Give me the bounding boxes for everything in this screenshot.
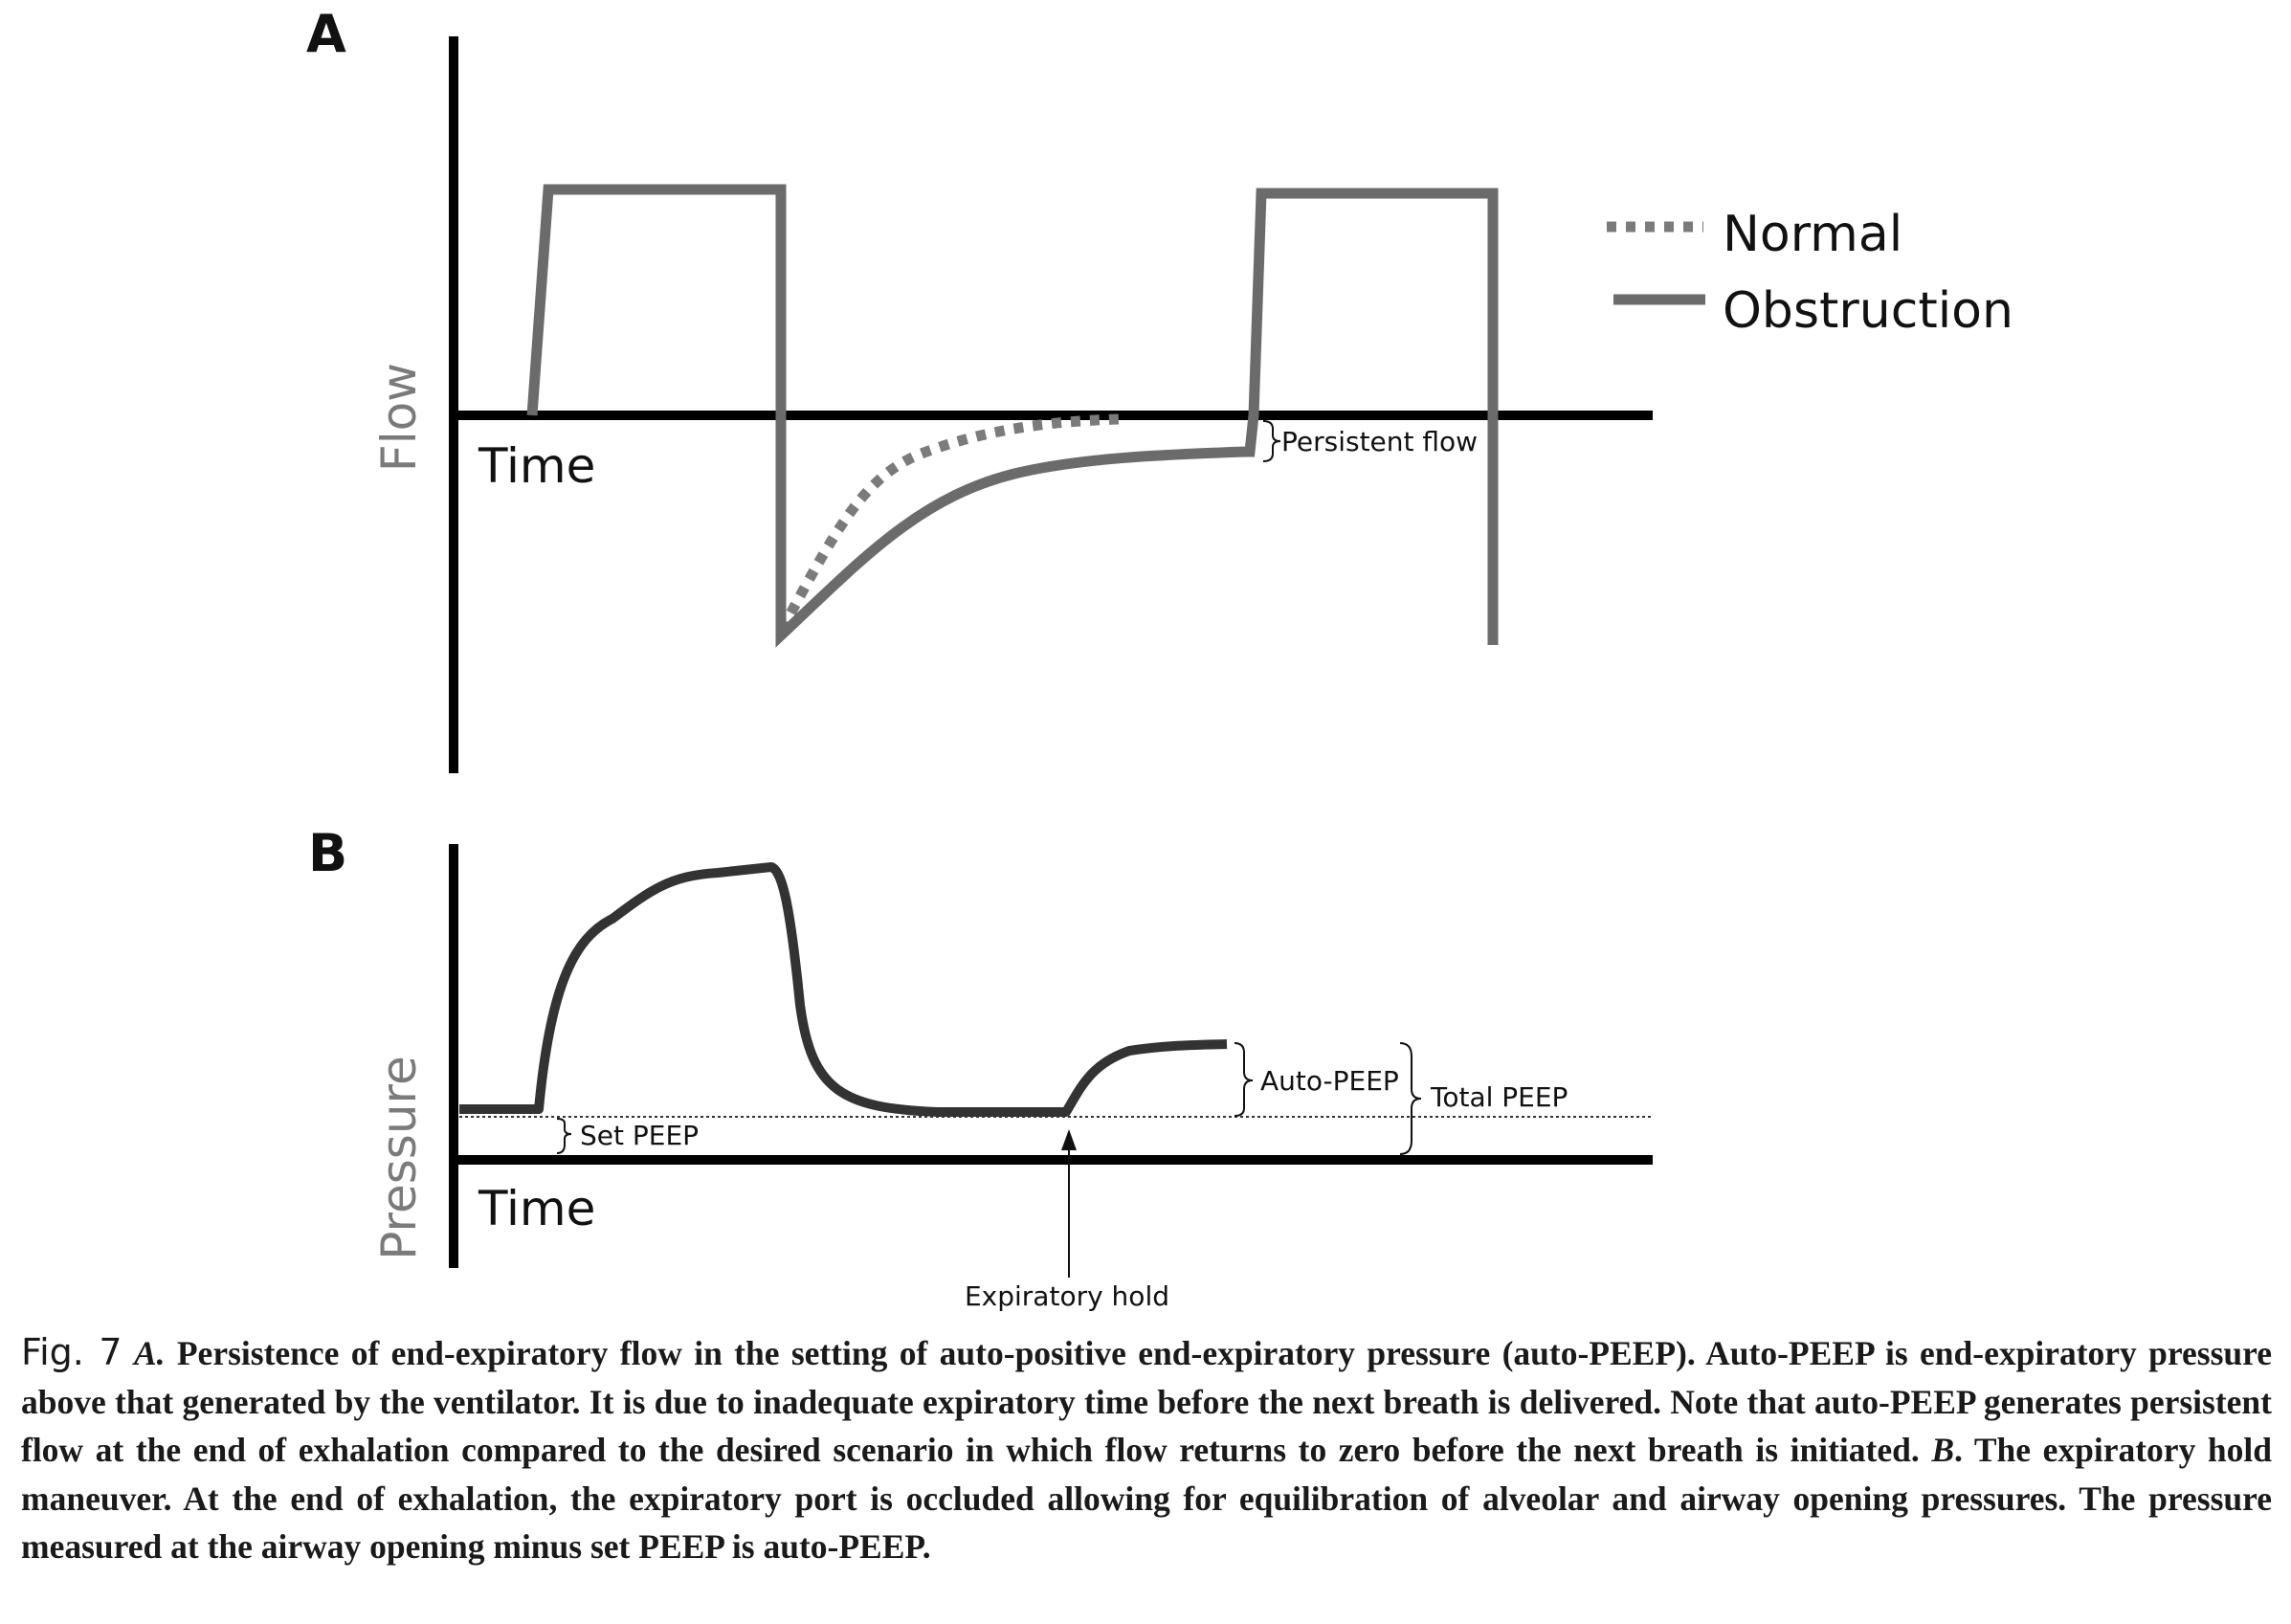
auto-peep-brace [1234, 1042, 1254, 1117]
panel-b-x-axis-label: Time [478, 1181, 595, 1236]
persistent-flow-label: Persistent flow [1281, 426, 1478, 457]
caption-part-b-letter: B [1931, 1431, 1955, 1469]
panel-a-letter: A [306, 4, 346, 64]
persistent-flow-brace [1262, 420, 1281, 462]
total-peep-label: Total PEEP [1430, 1081, 1568, 1113]
expiratory-hold-arrow-head [1061, 1129, 1077, 1150]
panel-a: A Flow Time Persistent flow Normal Obstr… [306, 4, 2013, 773]
obstruction-flow-curve [526, 184, 1499, 648]
caption-part-b-text: . The expiratory hold maneuver. At the e… [21, 1431, 2273, 1566]
legend-normal-label: Normal [1723, 206, 1902, 263]
caption-part-a-text: Persistence of end-expiratory flow in th… [21, 1334, 2273, 1469]
caption-part-a-letter: A. [133, 1334, 166, 1372]
normal-flow-curve [777, 413, 1121, 633]
set-peep-brace [556, 1118, 572, 1154]
caption-fig-label: Fig. 7 [21, 1331, 122, 1373]
set-peep-label: Set PEEP [580, 1120, 699, 1151]
panel-b: B Pressure Time Set PEEP Auto-PEEP Total… [308, 823, 1653, 1311]
auto-peep-label: Auto-PEEP [1260, 1065, 1399, 1097]
total-peep-brace [1399, 1042, 1422, 1155]
legend: Normal Obstruction [1607, 206, 2013, 340]
figure-caption: Fig. 7 A. Persistence of end-expiratory … [21, 1328, 2272, 1571]
panel-a-y-axis-label: Flow [371, 363, 427, 472]
expiratory-hold-label: Expiratory hold [965, 1280, 1169, 1311]
panel-b-letter: B [308, 823, 347, 883]
pressure-curve [459, 862, 1228, 1117]
panel-b-y-axis-label: Pressure [371, 1056, 427, 1260]
legend-obstruction-label: Obstruction [1723, 282, 2013, 340]
panel-a-x-axis-label: Time [478, 438, 595, 494]
figure-diagram: A Flow Time Persistent flow Normal Obstr… [306, 4, 2013, 1311]
